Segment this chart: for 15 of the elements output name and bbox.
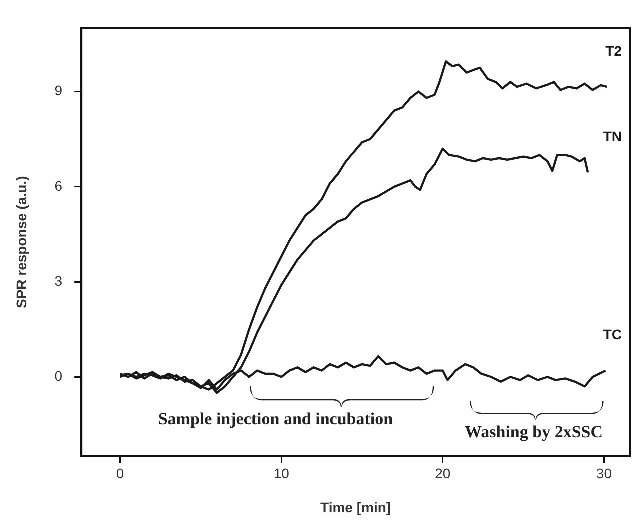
x-tick-label: 10 [274,466,290,482]
x-axis-title: Time [min] [320,499,392,516]
y-axis-title: SPR response (a.u.) [13,176,30,309]
y-tick-label: 6 [54,178,63,194]
y-tick-label: 9 [54,82,63,99]
text: TC [603,326,622,343]
x-tick-label: 30 [596,466,612,482]
y-tick-label: 3 [54,272,63,289]
annotation: Washing by 2xSSC [465,422,604,442]
y-tick-label: 0 [54,368,63,384]
series-label: TN [603,128,622,145]
x-tick-label: 0 [116,466,124,482]
x-tick-label: 20 [435,466,451,482]
annotation: Sample injection and incubation [158,409,394,428]
series-label: T2 [606,42,622,59]
